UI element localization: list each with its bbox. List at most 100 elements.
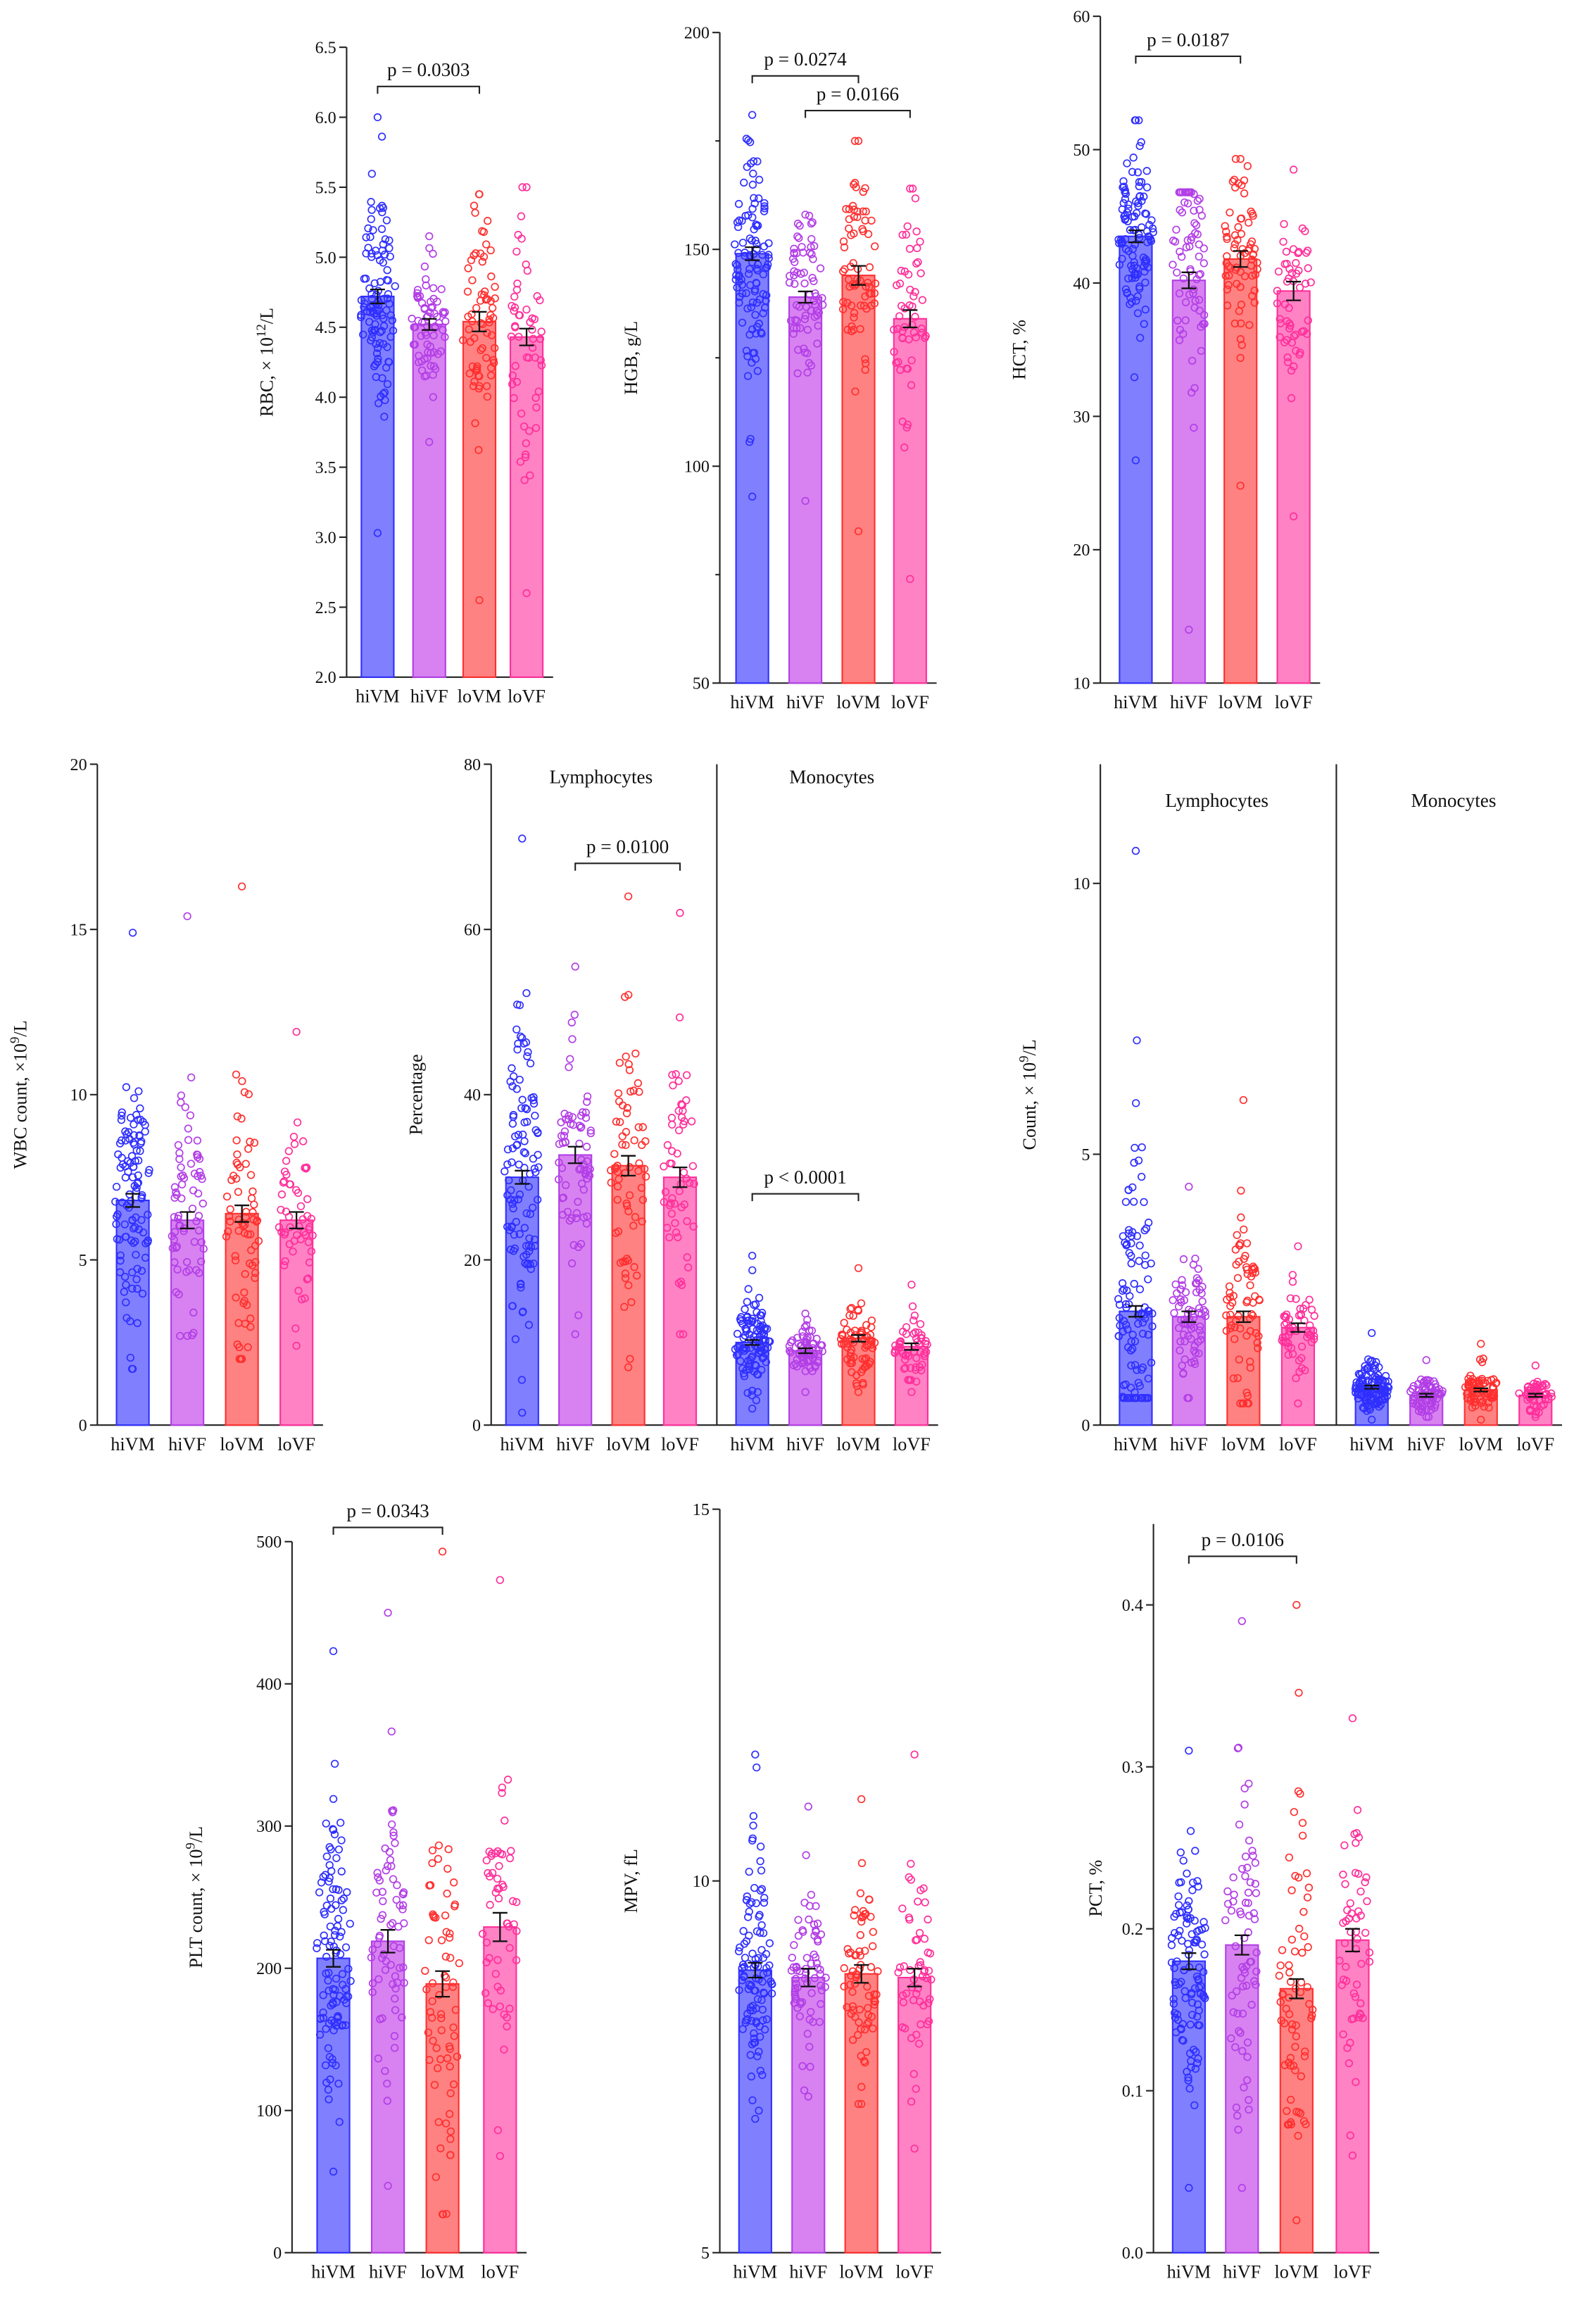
data-point — [392, 1895, 401, 1904]
data-point — [1340, 1841, 1349, 1849]
data-point — [810, 1974, 819, 1983]
data-point — [493, 1874, 502, 1883]
data-point — [805, 359, 814, 368]
data-point — [1294, 2132, 1302, 2140]
data-point — [741, 1954, 750, 1962]
data-point — [753, 1927, 762, 1935]
data-point — [792, 1980, 800, 1988]
data-point — [746, 159, 755, 168]
data-point — [1478, 1358, 1487, 1367]
data-point — [383, 2079, 391, 2088]
data-point — [372, 290, 381, 299]
data-point — [512, 1217, 520, 1226]
data-point — [801, 496, 810, 505]
data-point — [635, 1088, 643, 1096]
data-point — [240, 1288, 248, 1297]
data-point — [367, 326, 377, 335]
data-point — [801, 311, 810, 320]
data-point — [1194, 1883, 1202, 1891]
data-point — [503, 1776, 512, 1784]
bar — [735, 253, 769, 684]
data-point — [760, 199, 769, 208]
data-point — [424, 1936, 433, 1945]
data-point — [748, 1386, 757, 1395]
data-point — [905, 1914, 913, 1922]
data-point — [758, 2071, 767, 2080]
data-point — [190, 1238, 199, 1246]
data-point — [1284, 358, 1292, 367]
data-point — [342, 1999, 351, 2007]
data-point — [1283, 353, 1292, 362]
data-point — [1188, 1998, 1197, 2007]
data-point — [530, 1164, 539, 1173]
data-point — [1240, 1965, 1248, 1974]
data-point — [519, 1130, 527, 1139]
data-point — [382, 1866, 390, 1875]
data-point — [130, 1162, 138, 1171]
data-point — [1194, 1264, 1202, 1273]
data-point — [1237, 1186, 1245, 1195]
data-point — [139, 1228, 148, 1237]
data-point — [482, 1958, 491, 1966]
data-point — [421, 1966, 429, 1975]
data-point — [565, 1063, 573, 1072]
data-point — [757, 1866, 766, 1875]
data-point — [112, 1183, 121, 1191]
data-point — [1141, 209, 1150, 218]
data-point — [1230, 231, 1240, 239]
data-point — [1138, 1143, 1146, 1152]
data-point — [378, 1911, 387, 1919]
data-point — [332, 2021, 341, 2030]
data-point — [373, 344, 382, 353]
data-point — [583, 1157, 591, 1165]
data-point — [1372, 1400, 1381, 1408]
data-point — [465, 325, 473, 334]
data-point — [1192, 275, 1201, 284]
data-point — [1134, 1319, 1142, 1328]
data-point — [1138, 1394, 1147, 1402]
data-point — [1354, 1869, 1363, 1878]
section-title: Lymphocytes — [550, 767, 653, 788]
data-point — [493, 2126, 503, 2135]
data-point — [619, 1101, 627, 1110]
data-point — [1292, 346, 1300, 355]
data-point — [428, 1846, 437, 1854]
data-point — [861, 355, 869, 363]
p-value-label: p = 0.0274 — [764, 49, 847, 70]
data-point — [857, 1795, 866, 1804]
data-point — [1297, 2072, 1306, 2080]
data-point — [751, 310, 760, 319]
data-point — [850, 308, 859, 318]
data-point — [790, 249, 798, 257]
data-point — [630, 1136, 638, 1145]
data-point — [1255, 1295, 1264, 1304]
data-point — [1409, 1382, 1418, 1390]
data-point — [1241, 1872, 1249, 1880]
data-point — [1135, 116, 1143, 125]
data-point — [1273, 299, 1282, 308]
data-point — [531, 424, 541, 432]
data-point — [1169, 237, 1178, 245]
data-point — [1234, 1743, 1243, 1752]
data-point — [1121, 1300, 1131, 1309]
data-point — [1140, 1198, 1148, 1207]
data-point — [334, 1845, 344, 1854]
y-tick-label: 40 — [1073, 275, 1090, 293]
data-point — [521, 453, 529, 462]
data-point — [1187, 188, 1196, 196]
data-point — [1242, 1239, 1252, 1248]
data-point — [743, 1388, 752, 1397]
data-point — [1234, 1312, 1242, 1320]
data-point — [898, 1904, 907, 1913]
data-point — [1278, 1990, 1287, 1999]
data-point — [760, 242, 769, 251]
data-point — [134, 1171, 142, 1180]
data-point — [679, 1120, 688, 1129]
data-point — [890, 1349, 899, 1357]
data-point — [445, 2110, 454, 2118]
data-point — [1356, 1371, 1364, 1379]
data-point — [1223, 1887, 1232, 1896]
data-point — [520, 1118, 529, 1126]
bar — [1226, 1316, 1261, 1426]
data-point — [1124, 1186, 1133, 1195]
